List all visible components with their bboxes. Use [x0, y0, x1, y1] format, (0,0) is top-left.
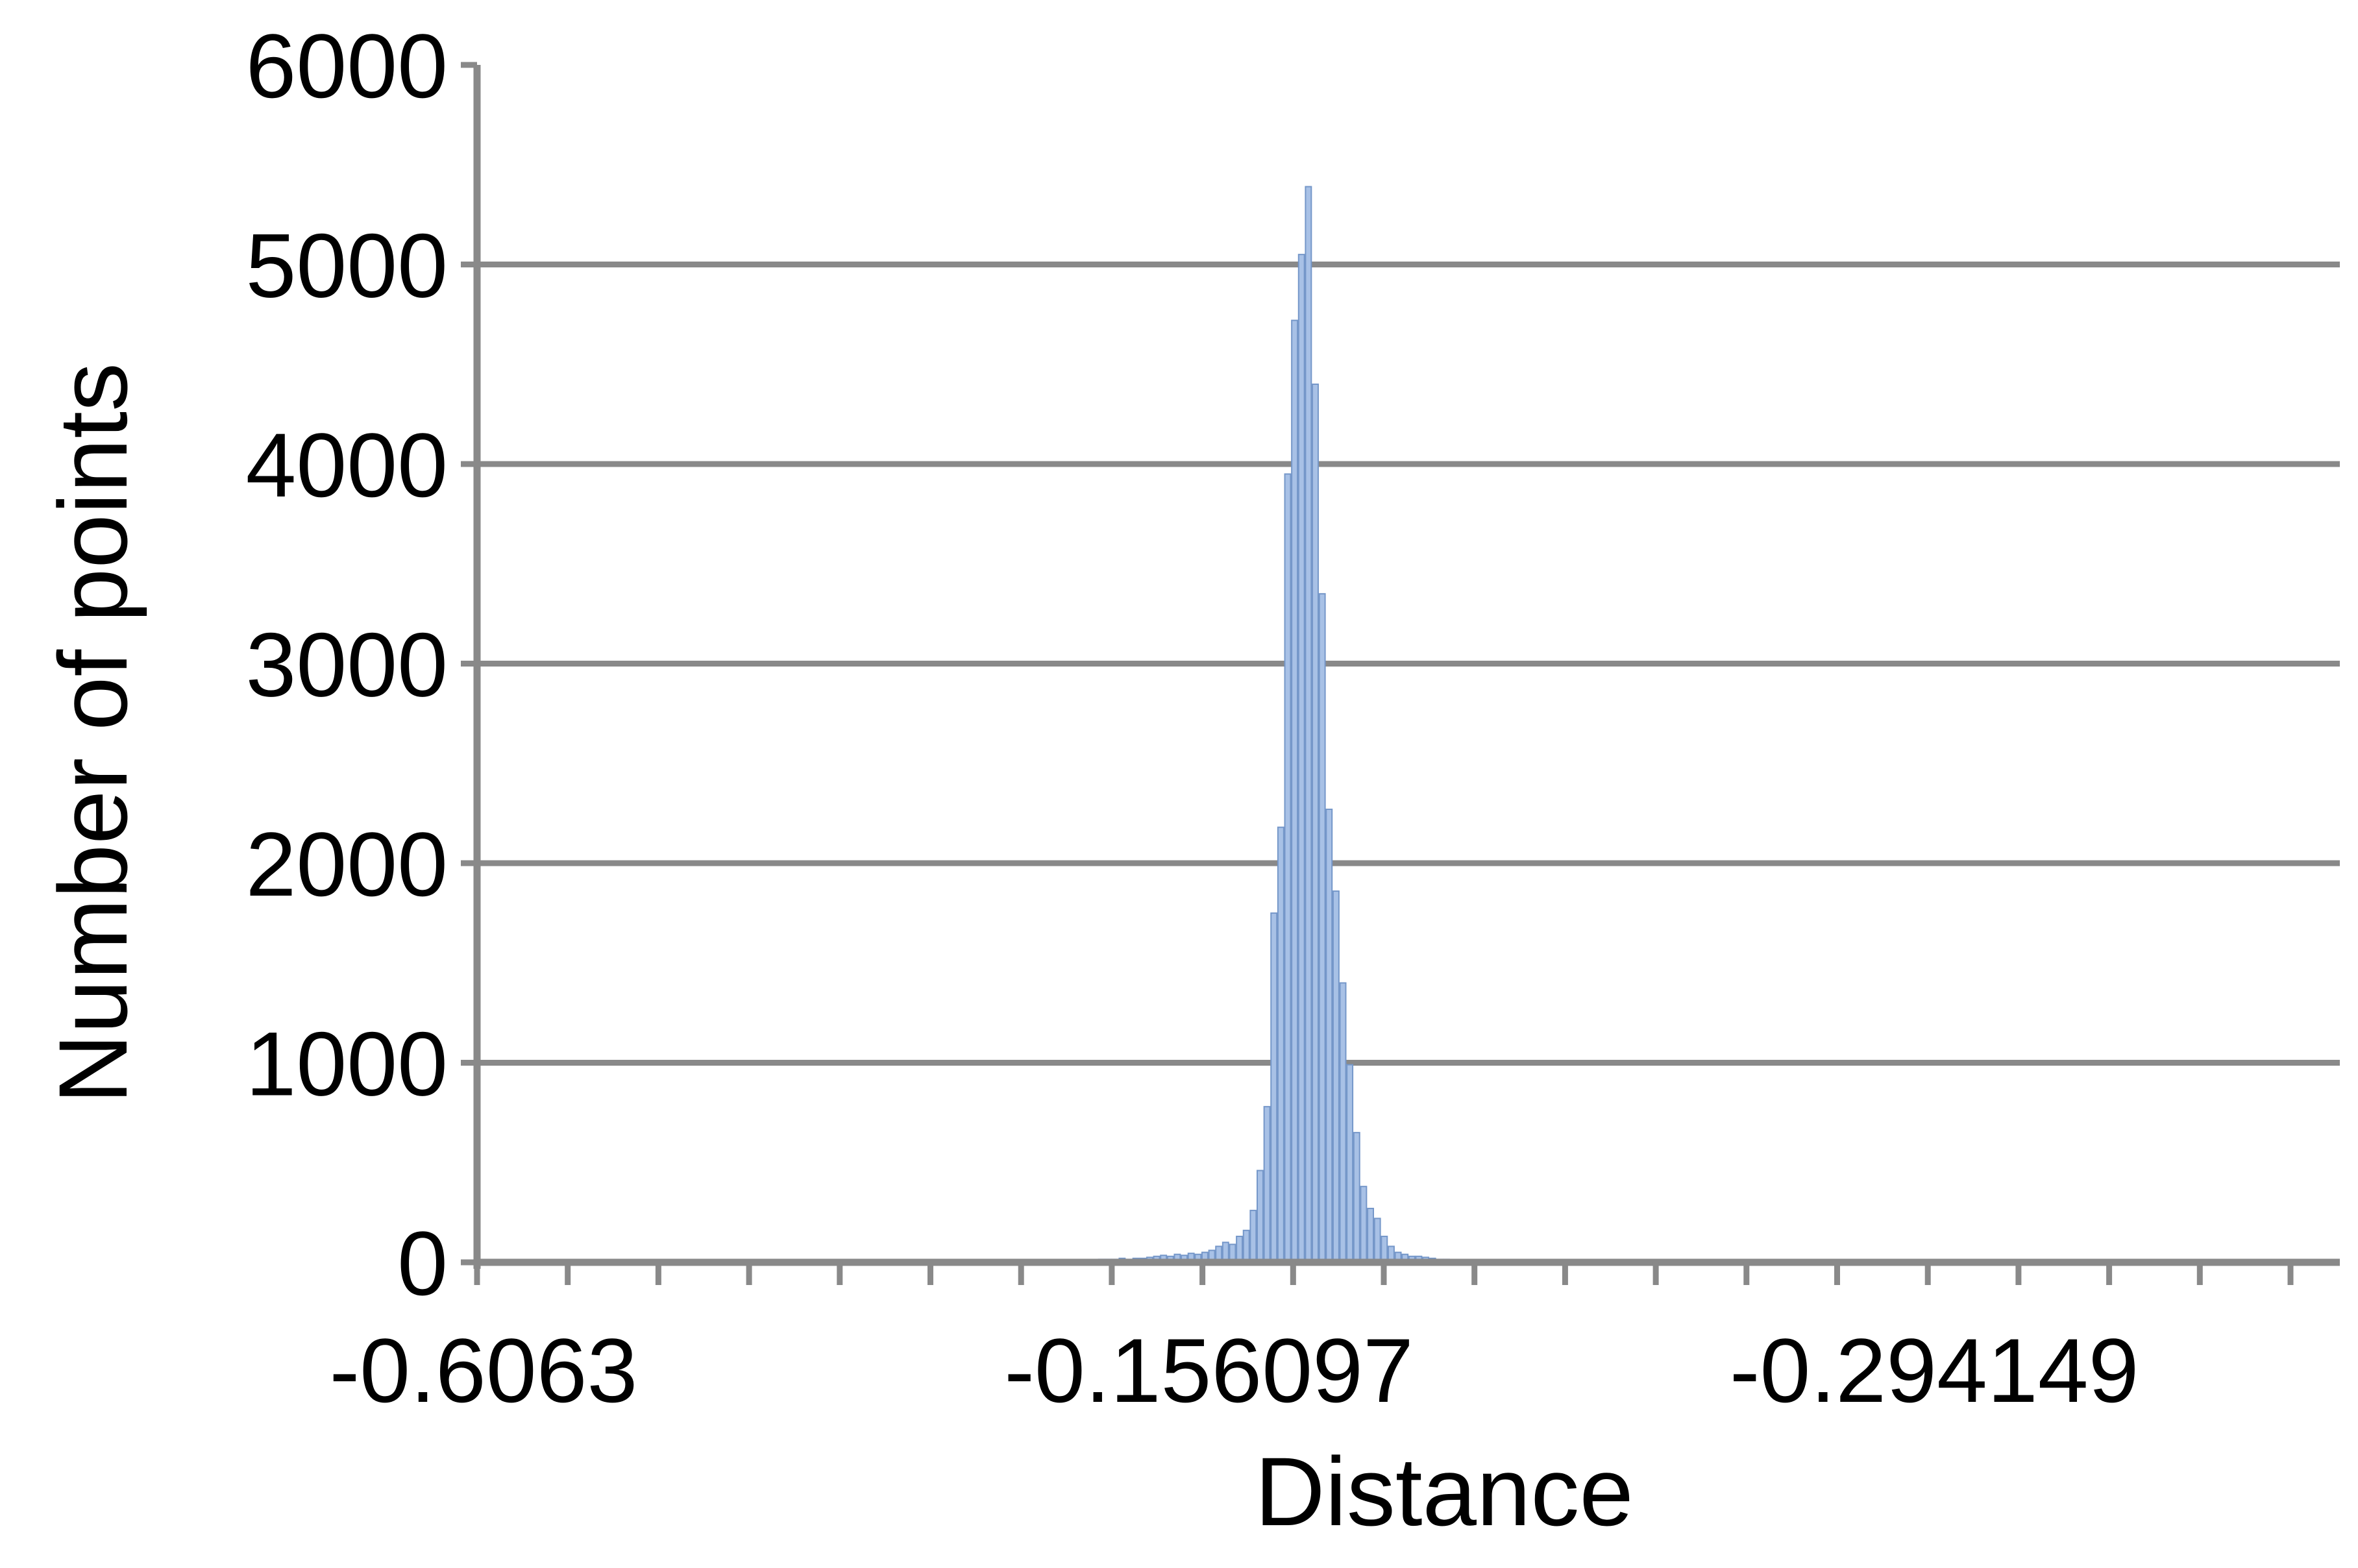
- histogram-bars: [1029, 186, 1492, 1264]
- histogram-bar: [1297, 254, 1305, 1263]
- histogram-bar: [1360, 1186, 1368, 1264]
- histogram-bar: [1318, 593, 1326, 1263]
- histogram-bar: [1270, 912, 1278, 1263]
- histogram-bar: [1353, 1132, 1360, 1263]
- histogram-bar: [1312, 384, 1319, 1263]
- histogram-bar: [1373, 1218, 1381, 1263]
- y-tick-label-1000: 1000: [246, 1013, 448, 1115]
- histogram-bar: [1332, 890, 1340, 1264]
- histogram-bar: [1346, 1064, 1354, 1263]
- axes: [461, 62, 2340, 1285]
- histogram-bar: [1325, 808, 1333, 1263]
- histogram-bar: [1284, 473, 1292, 1263]
- y-tick-label-0: 0: [397, 1212, 448, 1314]
- histogram-bar: [1381, 1236, 1388, 1264]
- x-tick-label: -0.6063: [330, 1319, 638, 1421]
- histogram-bar: [1249, 1210, 1257, 1264]
- histogram-bar: [1236, 1236, 1244, 1264]
- y-tick-label-4000: 4000: [246, 414, 448, 516]
- y-tick-label-6000: 6000: [246, 15, 448, 117]
- histogram-bar: [1305, 186, 1312, 1264]
- histogram-bar: [1242, 1229, 1250, 1264]
- histogram-bar: [1263, 1106, 1271, 1264]
- y-tick-label-3000: 3000: [246, 614, 448, 716]
- tick-labels: 0 1000 2000 3000 4000 5000 6000 -0.6063 -0.15609…: [246, 15, 2139, 1421]
- histogram-bar: [1277, 826, 1284, 1263]
- histogram-bar: [1291, 319, 1299, 1264]
- x-tick-label: -0.294149: [1730, 1319, 2139, 1421]
- y-tick-label-5000: 5000: [246, 215, 448, 317]
- y-axis-title: Number of points: [38, 363, 147, 1104]
- x-tick-label: -0.156097: [1004, 1319, 1414, 1421]
- histogram-bar: [1339, 982, 1347, 1263]
- histogram-bar: [1256, 1170, 1264, 1264]
- gridlines: [477, 262, 2340, 1066]
- histogram-bar: [1367, 1207, 1375, 1263]
- y-tick-label-2000: 2000: [246, 813, 448, 915]
- x-axis-title: Distance: [1255, 1437, 1634, 1546]
